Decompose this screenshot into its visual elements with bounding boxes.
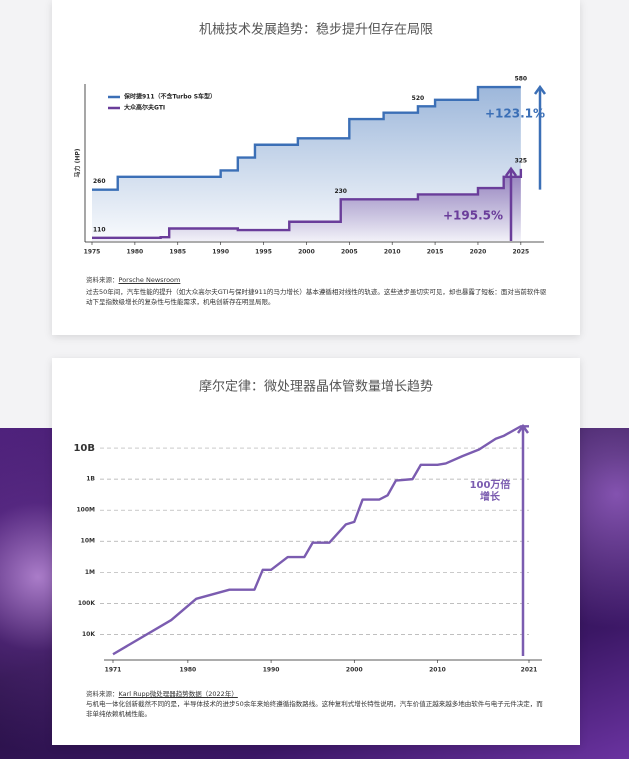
x-tick-label: 1980 bbox=[180, 667, 197, 674]
change-label: +195.5% bbox=[443, 209, 503, 223]
y-tick-label: 10M bbox=[81, 538, 95, 545]
line bbox=[92, 85, 521, 191]
x-tick-label: 2020 bbox=[470, 249, 487, 256]
data-label: 520 bbox=[412, 95, 425, 102]
chart: 摩尔定律：微处理器晶体管数量增长趋势 10K 100K 1M 10M 100M 1B 10B… bbox=[73, 379, 542, 674]
annotation: 增长 bbox=[480, 490, 501, 503]
source-link[interactable]: Porsche Newsroom bbox=[118, 276, 181, 284]
data-label: 580 bbox=[515, 76, 528, 83]
legend-label: 保时捷911（不含Turbo S车型） bbox=[123, 93, 216, 101]
y-tick-label: 100K bbox=[78, 600, 96, 607]
chart-card: 机械技术发展趋势：稳步提升但存在局限 马力 (HP) 1975 1980 1985 1… bbox=[52, 0, 580, 335]
x-tick-label: 1980 bbox=[127, 249, 144, 256]
y-tick-label: 100M bbox=[77, 507, 96, 514]
line bbox=[112, 425, 529, 656]
note: 与机电一体化创新截然不同的是，半导体技术的进步50余年来始终遵循指数路线。这种复… bbox=[86, 700, 543, 718]
x-tick-label: 2000 bbox=[298, 249, 315, 256]
x-tick-label: 1975 bbox=[84, 249, 101, 256]
chart: 机械技术发展趋势：稳步提升但存在局限 马力 (HP) 1975 1980 1985 1… bbox=[74, 22, 547, 256]
chart-title: 摩尔定律：微处理器晶体管数量增长趋势 bbox=[199, 379, 433, 395]
x-tick-label: 2000 bbox=[346, 667, 363, 674]
x-tick-label: 1990 bbox=[212, 249, 229, 256]
change-label: +123.1% bbox=[485, 107, 545, 121]
data-label: 325 bbox=[515, 157, 528, 164]
x-tick-label: 1995 bbox=[255, 249, 272, 256]
y-tick-label: 10B bbox=[73, 443, 95, 454]
x-tick-label: 2021 bbox=[521, 667, 538, 674]
source: 资料来源：Porsche Newsroom bbox=[86, 274, 180, 284]
x-tick-label: 1990 bbox=[263, 667, 280, 674]
annotation: 100万倍 bbox=[470, 478, 511, 491]
note: 过去50年间，汽车性能的提升（如大众高尔夫GTI与保时捷911的马力增长）基本遵… bbox=[86, 288, 547, 306]
y-tick-label: 1B bbox=[86, 476, 95, 483]
source-label: 资料来源： bbox=[86, 690, 119, 698]
x-tick-label: 2010 bbox=[429, 667, 446, 674]
x-tick-label: 2015 bbox=[427, 249, 444, 256]
source-link[interactable]: Karl Rupp微处理器趋势数据（2022年） bbox=[118, 690, 238, 698]
x-tick-label: 2005 bbox=[341, 249, 358, 256]
arrow-head bbox=[516, 423, 530, 434]
y-axis-label: 马力 (HP) bbox=[74, 148, 82, 177]
arrow-head bbox=[533, 84, 547, 95]
line bbox=[92, 168, 523, 239]
x-tick-label: 2010 bbox=[384, 249, 401, 256]
x-tick-label: 2025 bbox=[512, 249, 529, 256]
chart-title: 机械技术发展趋势：稳步提升但存在局限 bbox=[199, 22, 433, 38]
y-tick-label: 1M bbox=[85, 569, 95, 576]
x-tick-label: 1971 bbox=[105, 667, 122, 674]
area bbox=[92, 168, 521, 241]
source-label: 资料来源： bbox=[86, 276, 119, 284]
chart-card: 摩尔定律：微处理器晶体管数量增长趋势 10K 100K 1M 10M 100M 1B 10B… bbox=[52, 358, 580, 745]
legend-label: 大众高尔夫GTI bbox=[124, 104, 165, 112]
y-tick-label: 10K bbox=[82, 631, 95, 638]
data-label: 260 bbox=[93, 178, 106, 185]
source: 资料来源：Karl Rupp微处理器趋势数据（2022年） bbox=[86, 688, 238, 698]
x-tick-label: 1985 bbox=[169, 249, 186, 256]
data-label: 230 bbox=[334, 188, 347, 195]
data-label: 110 bbox=[93, 226, 106, 233]
arrow-head bbox=[504, 166, 518, 177]
